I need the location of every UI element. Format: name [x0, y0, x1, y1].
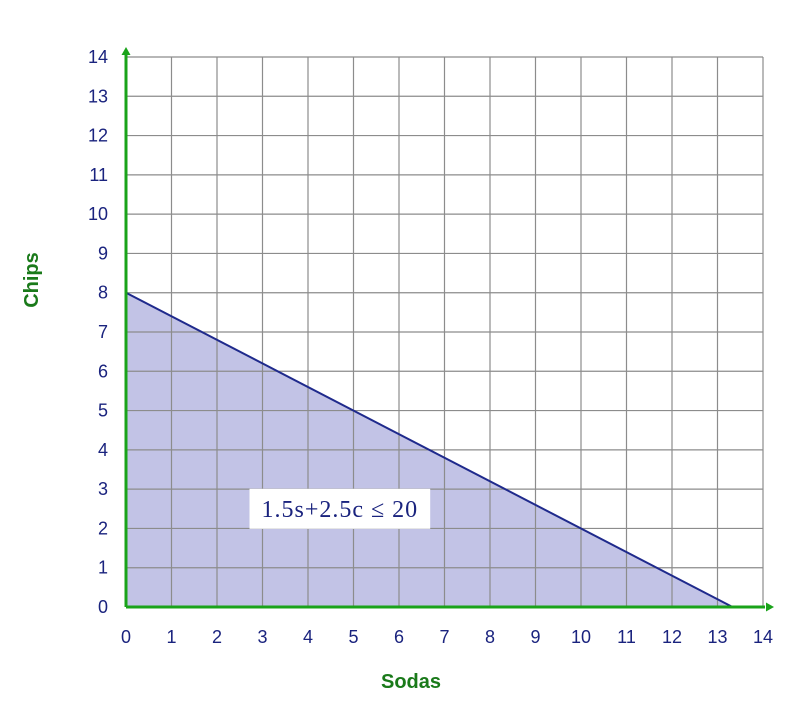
- annotation-text: 1.5s+2.5c ≤ 20: [261, 497, 418, 523]
- grid: [126, 56, 764, 607]
- y-tick-label: 9: [98, 243, 108, 263]
- x-tick-label: 0: [121, 627, 131, 647]
- y-tick-label: 14: [88, 47, 108, 67]
- boundary-line: [125, 291, 733, 608]
- x-tick-label: 11: [617, 627, 636, 647]
- x-tick-label: 14: [753, 627, 773, 647]
- y-tick-label: 3: [98, 479, 108, 499]
- y-tick-label: 1: [98, 558, 108, 578]
- y-tick-label: 4: [98, 440, 108, 460]
- axes: [121, 47, 774, 612]
- x-tick-label: 10: [571, 627, 591, 647]
- x-axis-arrow: [766, 602, 774, 612]
- x-tick-label: 7: [439, 627, 449, 647]
- y-axis-arrow: [121, 47, 131, 55]
- inequality-annotation: 1.5s+2.5c ≤ 20: [249, 488, 431, 529]
- x-tick-label: 3: [257, 627, 267, 647]
- y-tick-label: 2: [98, 518, 108, 538]
- y-axis-title: Chips: [21, 252, 43, 308]
- x-tick-label: 6: [394, 627, 404, 647]
- y-tick-label: 5: [98, 401, 108, 421]
- y-tick-label: 7: [98, 322, 108, 342]
- y-tick-label: 10: [88, 204, 108, 224]
- y-tick-label: 12: [88, 126, 108, 146]
- x-tick-label: 5: [348, 627, 358, 647]
- x-tick-label: 13: [707, 627, 727, 647]
- x-axis-title: Sodas: [381, 671, 441, 693]
- x-tick-label: 2: [212, 627, 222, 647]
- x-tick-label: 8: [485, 627, 495, 647]
- y-tick-label: 0: [98, 597, 108, 617]
- x-tick-label: 9: [530, 627, 540, 647]
- x-tick-labels: 0 1 2 3 4 5 6 7 8 9 10 11 12 13 14: [121, 627, 773, 647]
- y-tick-label: 11: [89, 165, 108, 185]
- y-tick-label: 13: [88, 86, 108, 106]
- annotation-box: [249, 488, 431, 529]
- x-tick-label: 1: [166, 627, 176, 647]
- x-tick-label: 4: [303, 627, 313, 647]
- y-tick-label: 8: [98, 283, 108, 303]
- y-tick-label: 6: [98, 361, 108, 381]
- x-tick-label: 12: [662, 627, 682, 647]
